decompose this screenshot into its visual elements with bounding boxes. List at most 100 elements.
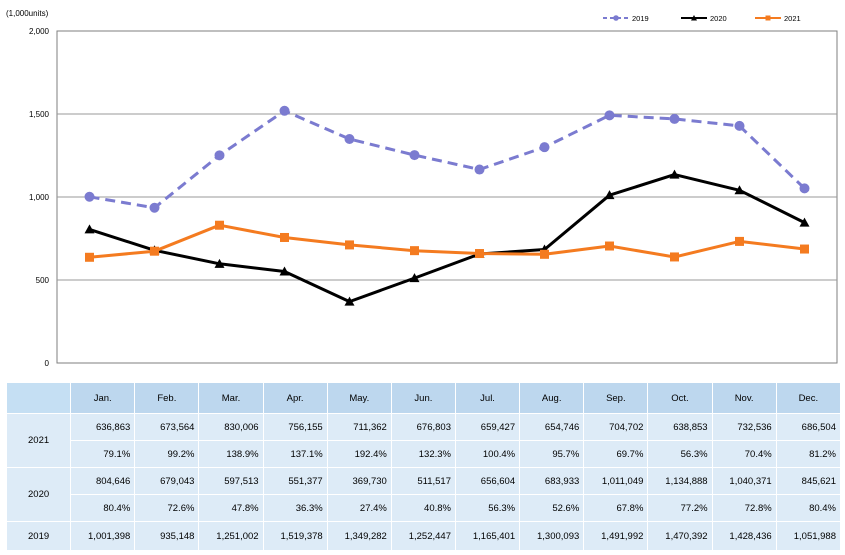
data-point-2021 [670, 252, 679, 262]
column-header: Aug. [519, 382, 585, 414]
chart-legend: 2019 2020 2021 [603, 14, 801, 23]
table-cell-value: 1,134,888 [647, 467, 713, 495]
table-cell-value: 673,564 [134, 413, 200, 441]
table-cell-pct: 72.6% [134, 494, 200, 522]
table-cell-value: 597,513 [198, 467, 264, 495]
data-table: Jan. Feb. Mar. Apr. May. Jun. Jul. Aug. Sep. Oct.… [5, 382, 842, 551]
data-point-2021 [410, 246, 419, 256]
table-cell-value: 511,517 [390, 467, 456, 495]
column-header: Jul. [454, 382, 521, 414]
data-point-2021 [85, 252, 94, 262]
legend-marker [691, 15, 697, 21]
legend-label: 2019 [632, 14, 649, 23]
table-cell-value: 1,428,436 [711, 521, 777, 551]
column-header: Sep. [583, 382, 649, 414]
data-point-2019 [474, 164, 485, 175]
column-header: Apr. [262, 382, 328, 414]
data-point-2019 [604, 110, 615, 121]
series-2021 [85, 220, 809, 262]
row-label-2020: 2020 [5, 467, 72, 522]
legend-item-2019: 2019 [603, 14, 649, 23]
column-header: Dec. [775, 382, 842, 414]
table-cell-value: 845,621 [775, 467, 842, 495]
data-point-2021 [345, 240, 354, 250]
data-point-2021 [150, 246, 159, 256]
table-cell-value: 1,001,398 [70, 521, 136, 551]
data-point-2021 [475, 249, 484, 259]
data-point-2021 [215, 220, 224, 230]
table-cell-value: 1,300,093 [519, 521, 585, 551]
table-cell-pct: 52.6% [519, 494, 585, 522]
table-cell-pct: 40.8% [390, 494, 456, 522]
table-row-2019-values: 2019 1,001,398 935,148 1,251,002 1,519,378 1… [5, 521, 842, 551]
table-cell-value: 756,155 [262, 413, 328, 441]
table-cell-value: 636,863 [70, 413, 136, 441]
table-cell-value: 1,491,992 [583, 521, 649, 551]
data-point-2021 [735, 236, 744, 246]
legend-marker [613, 15, 619, 21]
data-point-2019 [84, 191, 95, 202]
data-point-2020 [344, 296, 355, 306]
data-point-2020 [279, 266, 290, 276]
data-point-2019 [734, 120, 745, 131]
table-cell-value: 1,051,988 [775, 521, 842, 551]
table-corner-cell [5, 382, 72, 414]
table-cell-value: 830,006 [198, 413, 264, 441]
table-cell-pct: 137.1% [262, 440, 328, 468]
column-header: Oct. [647, 382, 713, 414]
table-cell-pct: 67.8% [583, 494, 649, 522]
table-row-2020-values: 2020 804,646 679,043 597,513 551,377 369,730… [5, 467, 842, 522]
table-cell-value: 732,536 [711, 413, 777, 441]
data-point-2019 [149, 202, 160, 213]
table-cell-value: 369,730 [326, 467, 392, 495]
table-cell-value: 704,702 [583, 413, 649, 441]
series-2020 [84, 169, 810, 306]
table-cell-pct: 95.7% [519, 440, 585, 468]
table-cell-pct: 56.3% [454, 494, 521, 522]
table-cell-pct: 77.2% [647, 494, 713, 522]
data-point-2019 [344, 134, 355, 145]
data-point-2020 [604, 190, 615, 200]
table-cell-value: 1,011,049 [583, 467, 649, 495]
table-cell-value: 654,746 [519, 413, 585, 441]
data-point-2020 [799, 217, 810, 227]
data-point-2019 [669, 113, 680, 124]
series-2019 [84, 105, 810, 213]
data-point-2019 [214, 150, 225, 161]
table-cell-value: 551,377 [262, 467, 328, 495]
data-point-2021 [800, 244, 809, 254]
table-cell-value: 656,604 [454, 467, 521, 495]
table-cell-value: 1,519,378 [262, 521, 328, 551]
table-cell-value: 686,504 [775, 413, 842, 441]
series-line-2019 [89, 109, 806, 210]
table-cell-value: 1,252,447 [390, 521, 456, 551]
table-cell-pct: 36.3% [262, 494, 328, 522]
data-point-2020 [734, 185, 745, 195]
table-cell-value: 1,251,002 [198, 521, 264, 551]
table-cell-value: 676,803 [390, 413, 456, 441]
table-cell-pct: 72.8% [711, 494, 777, 522]
data-point-2019 [409, 150, 420, 161]
table-cell-pct: 80.4% [70, 494, 136, 522]
chart-grid [56, 30, 838, 364]
data-point-2020 [84, 224, 95, 234]
legend-label: 2021 [784, 14, 801, 23]
y-tick-label: 0 [45, 359, 50, 368]
data-point-2019 [539, 142, 550, 153]
data-point-2021 [280, 232, 289, 242]
table-cell-value: 1,470,392 [647, 521, 713, 551]
chart-series [84, 105, 810, 306]
table-cell-pct: 192.4% [326, 440, 392, 468]
unit-label: (1,000units) [6, 9, 49, 18]
data-point-2021 [605, 241, 614, 251]
table-cell-value: 1,165,401 [454, 521, 521, 551]
table-cell-value: 804,646 [70, 467, 136, 495]
table-cell-value: 638,853 [647, 413, 713, 441]
table-row-2021-values: 2021 636,863 673,564 830,006 756,155 711,362… [5, 413, 842, 468]
series-line-2021 [89, 223, 805, 259]
table-cell-pct: 56.3% [647, 440, 713, 468]
legend-marker [765, 15, 771, 21]
data-point-2019 [279, 105, 290, 116]
table-row-2020-pct: 80.4% 72.6% 47.8% 36.3% 27.4% 40.8% 56.3% 52.6%… [7, 494, 842, 522]
y-tick-label: 1,000 [29, 193, 50, 202]
